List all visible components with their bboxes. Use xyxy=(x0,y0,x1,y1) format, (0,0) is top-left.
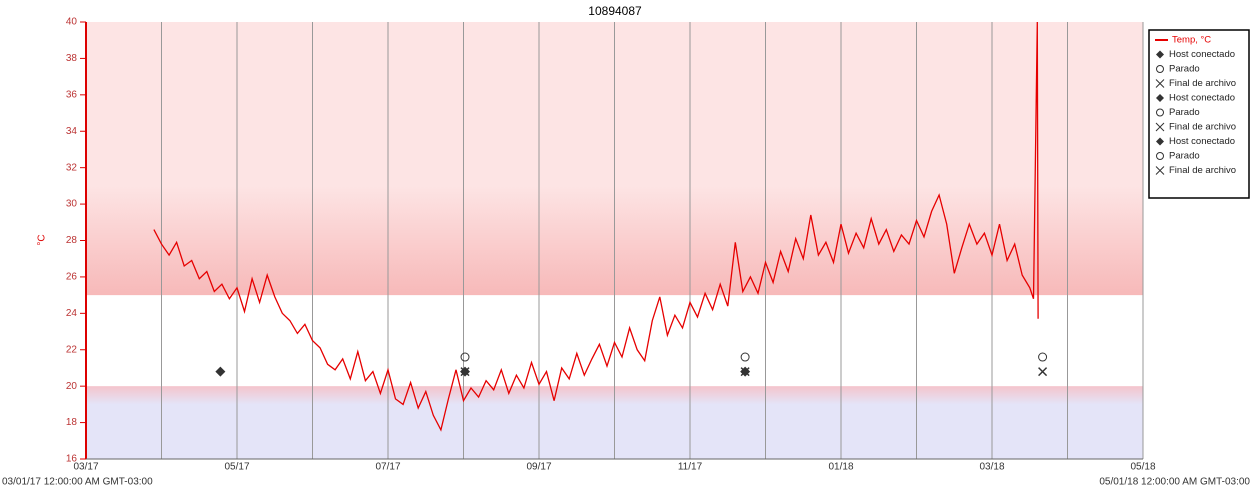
end-marker xyxy=(1038,367,1048,377)
host-marker xyxy=(740,366,751,377)
legend-box xyxy=(1148,29,1250,199)
host-marker xyxy=(215,366,226,377)
legend-label: Host conectado xyxy=(1169,93,1235,104)
legend-label: Final de archivo xyxy=(1169,122,1236,133)
y-tick-label: 26 xyxy=(66,272,78,283)
legend-label: Host conectado xyxy=(1169,136,1235,147)
legend-label: Parado xyxy=(1169,151,1200,162)
range-end-label: 05/01/18 12:00:00 AM GMT-03:00 xyxy=(1099,477,1250,488)
temp-line xyxy=(153,21,1039,432)
legend-label: Final de archivo xyxy=(1169,165,1236,176)
stop-marker xyxy=(740,352,750,362)
host-marker xyxy=(460,366,471,377)
legend-label: Parado xyxy=(1169,64,1200,75)
legend-swatch xyxy=(1156,137,1164,146)
x-tick-label: 05/18 xyxy=(1130,462,1155,473)
x-tick-label: 09/17 xyxy=(526,462,551,473)
legend-swatch xyxy=(1155,122,1165,132)
y-tick-label: 20 xyxy=(66,381,78,392)
y-tick-label: 38 xyxy=(66,53,78,64)
x-tick-label: 03/18 xyxy=(979,462,1004,473)
y-tick-label: 28 xyxy=(66,235,78,246)
x-tick-label: 01/18 xyxy=(828,462,853,473)
legend-label: Final de archivo xyxy=(1169,78,1236,89)
legend-swatch xyxy=(1156,152,1164,160)
y-tick-label: 32 xyxy=(66,162,78,173)
y-axis-label: °C xyxy=(37,234,48,245)
legend-swatch xyxy=(1155,79,1165,88)
x-tick-label: 07/17 xyxy=(375,462,400,473)
y-tick-label: 36 xyxy=(66,89,78,100)
range-start-label: 03/01/17 12:00:00 AM GMT-03:00 xyxy=(2,477,153,488)
legend-swatch xyxy=(1156,108,1164,117)
legend-label: Temp, °C xyxy=(1172,35,1211,46)
y-tick-label: 18 xyxy=(66,417,78,428)
y-tick-label: 16 xyxy=(66,454,78,465)
y-tick-label: 30 xyxy=(66,199,78,210)
x-tick-label: 05/17 xyxy=(224,462,249,473)
y-tick-label: 24 xyxy=(66,308,78,319)
legend-swatch xyxy=(1156,94,1164,102)
legend-swatch xyxy=(1155,166,1165,175)
y-tick-label: 34 xyxy=(66,126,78,137)
legend-label: Parado xyxy=(1169,107,1200,118)
chart-title: 10894087 xyxy=(588,4,642,18)
legend-swatch xyxy=(1156,50,1164,59)
legend-swatch xyxy=(1156,65,1164,73)
y-tick-label: 40 xyxy=(66,17,78,28)
legend-label: Host conectado xyxy=(1169,49,1235,60)
stop-marker xyxy=(460,352,470,362)
stop-marker xyxy=(1038,352,1048,362)
y-tick-label: 22 xyxy=(66,344,78,355)
x-tick-label: 03/17 xyxy=(73,462,98,473)
x-tick-label: 11/17 xyxy=(678,462,703,473)
